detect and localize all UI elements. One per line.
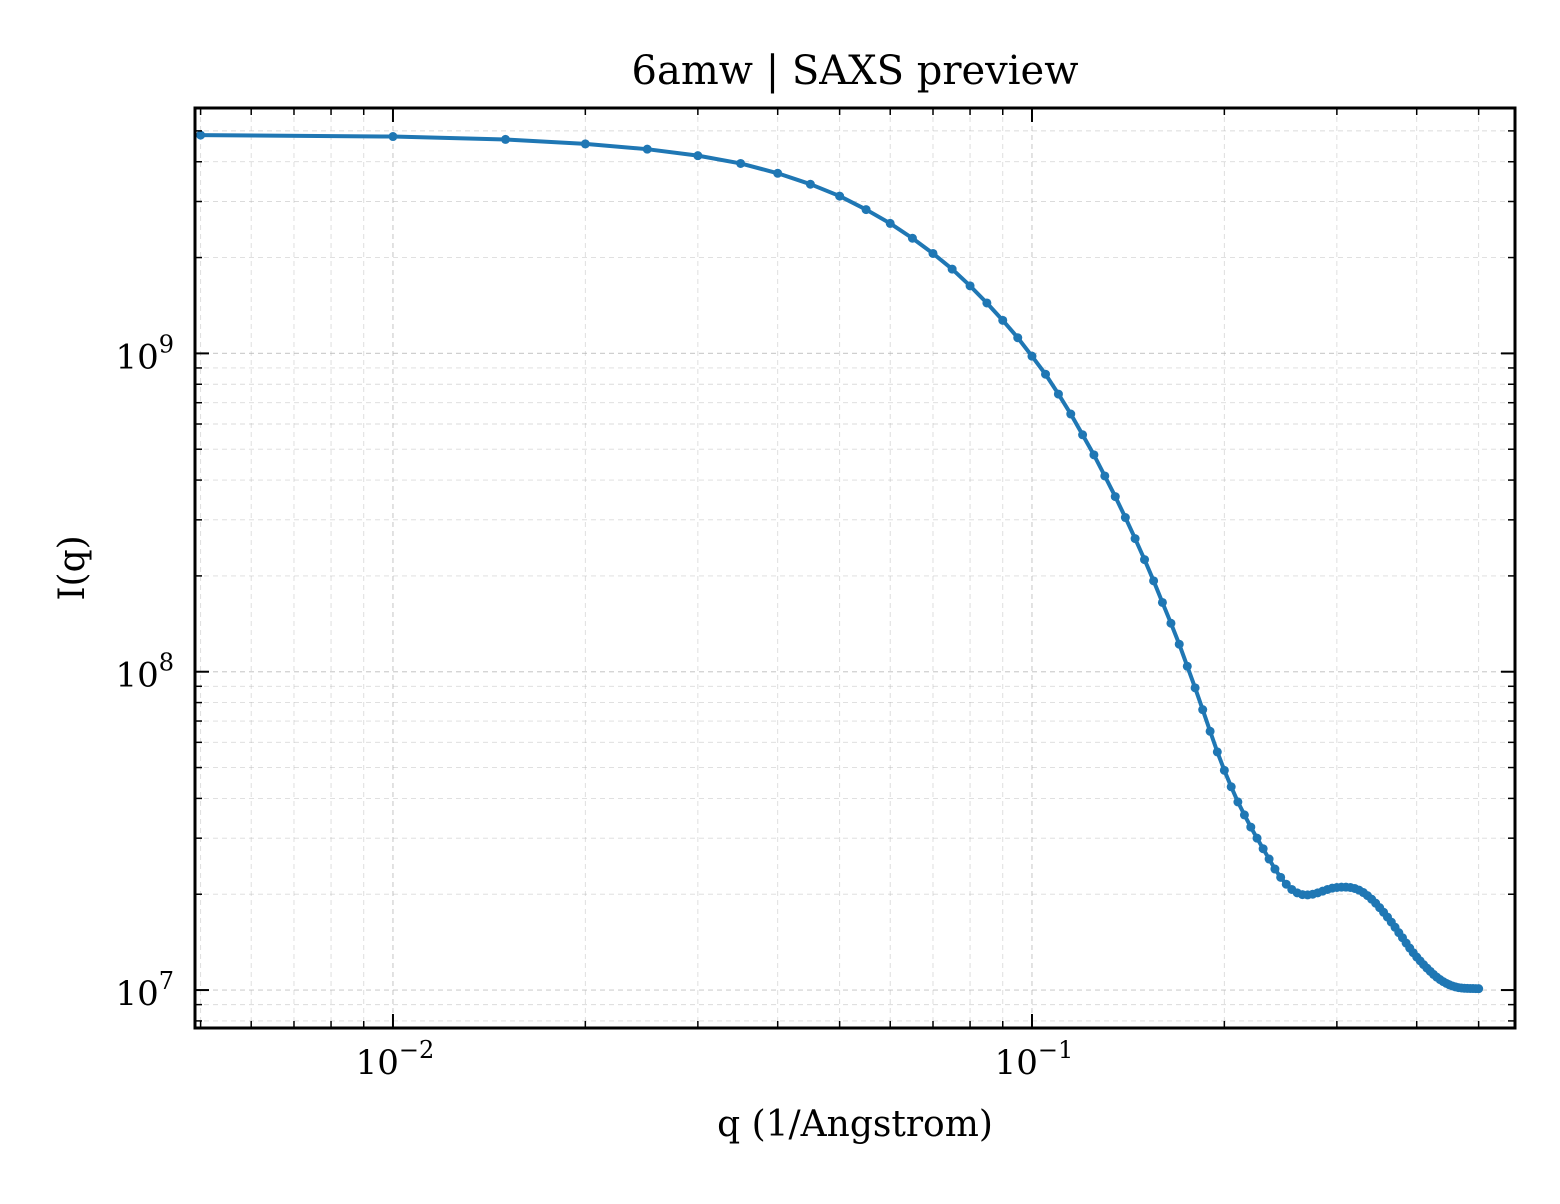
data-point [907, 233, 917, 243]
data-point [388, 132, 398, 142]
data-point [1233, 797, 1243, 807]
data-point [196, 130, 206, 140]
data-point [1276, 872, 1286, 882]
data-point [1100, 471, 1110, 481]
data-point [1252, 833, 1262, 843]
data-layer [196, 130, 1484, 994]
data-point [982, 298, 992, 308]
data-point [1053, 389, 1063, 399]
data-point [1130, 534, 1140, 544]
data-point [1270, 864, 1280, 874]
tick-layer: 10−2 10−1 107 108 109 [115, 108, 1515, 1083]
y-axis-label: I(q) [52, 535, 93, 600]
data-point [642, 144, 652, 154]
data-point [1190, 683, 1200, 693]
data-point [500, 134, 510, 144]
data-point [1246, 822, 1256, 832]
data-point [1078, 430, 1088, 440]
x-tick-label: 10−2 [356, 1036, 435, 1083]
data-point [1474, 984, 1484, 994]
data-point [1174, 639, 1184, 649]
data-point [580, 139, 590, 149]
data-point [1258, 844, 1268, 854]
chart-title: 6amw | SAXS preview [632, 48, 1079, 94]
data-point [1041, 369, 1051, 379]
data-point [1239, 810, 1249, 820]
data-point [1182, 661, 1192, 671]
data-point [1140, 555, 1150, 565]
plot-frame [193, 106, 1517, 1030]
data-point [861, 205, 871, 215]
x-tick-label: 10−1 [995, 1036, 1074, 1083]
data-point [1205, 726, 1215, 736]
y-tick-label: 109 [115, 330, 174, 377]
data-point [1013, 333, 1023, 343]
data-point [928, 248, 938, 258]
data-point [885, 218, 895, 228]
data-point [1166, 618, 1176, 628]
data-point [773, 168, 783, 178]
data-point [693, 151, 703, 161]
data-point [736, 158, 746, 168]
data-point [1110, 492, 1120, 502]
data-point [1149, 576, 1159, 586]
data-point [947, 264, 957, 274]
data-point [1264, 854, 1274, 864]
data-point [1066, 409, 1076, 419]
data-point [998, 315, 1008, 325]
data-point [1226, 782, 1236, 792]
data-point [1212, 747, 1222, 757]
data-point [1198, 705, 1208, 715]
data-point [1027, 351, 1037, 361]
data-point [1120, 513, 1130, 523]
data-point [965, 281, 975, 291]
data-point [1219, 765, 1229, 775]
data-point [835, 191, 845, 201]
data-point [1157, 597, 1167, 607]
data-point [1089, 450, 1099, 460]
y-tick-label: 108 [115, 649, 174, 696]
y-tick-label: 107 [115, 967, 174, 1014]
data-point [805, 179, 815, 189]
x-axis-label: q (1/Angstrom) [717, 1104, 993, 1145]
